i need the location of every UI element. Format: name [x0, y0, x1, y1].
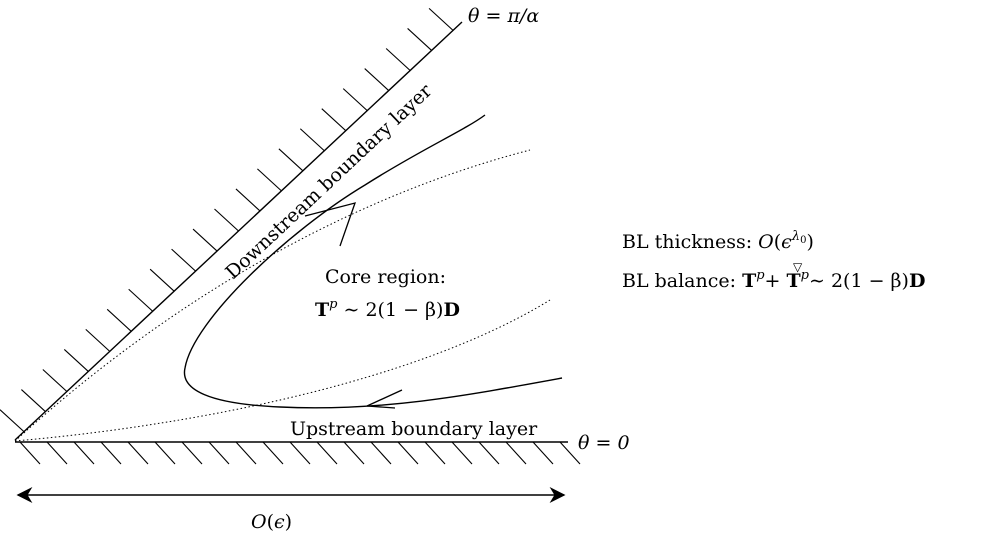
lower-hatch-line [100, 441, 122, 465]
lower-hatch-line [73, 441, 95, 465]
bl-balance: BL balance: Tp+ Tp∼ 2(1 − β)D [622, 268, 925, 292]
bl-thickness-eps: ϵ [781, 231, 792, 253]
core-region-title: Core region: [325, 266, 446, 288]
lower-hatch-line [154, 441, 176, 465]
lower-hatch-line [478, 441, 500, 465]
scale-open: ( [267, 511, 274, 533]
core-eq-T: T [315, 299, 329, 321]
bl-balance-T1: T [742, 270, 756, 292]
upper-hatch-line [149, 268, 175, 292]
lower-hatch-line [451, 441, 473, 465]
scale-eps: ϵ [274, 511, 285, 533]
upper-hatch-line [21, 389, 46, 412]
upper-hatch-line [106, 308, 132, 332]
upper-hatch-line [0, 409, 25, 433]
streamline-arrow-upper [304, 202, 357, 247]
upper-hatch-line [278, 148, 304, 172]
upper-hatch-line [342, 88, 368, 112]
upper-hatch-line [385, 48, 411, 71]
lower-hatch-line [181, 441, 203, 465]
lower-hatch-line [316, 441, 338, 465]
upper-hatch-line [42, 369, 68, 392]
lower-wall-hatching [19, 441, 581, 465]
upper-hatch-line [364, 68, 390, 91]
bl-thickness-sub: 0 [800, 235, 806, 246]
lower-hatch-line [46, 441, 68, 465]
bl-thickness-open: ( [774, 231, 781, 253]
upstream-layer-label: Upstream boundary layer [290, 418, 538, 440]
bl-balance-T2: T [787, 270, 801, 292]
theta-bottom-label: θ = 0 [578, 432, 630, 454]
upper-hatch-line [235, 188, 261, 212]
lower-hatch-line [19, 441, 41, 465]
lower-hatch-line [532, 441, 554, 465]
upper-hatch-line [321, 108, 347, 132]
lower-hatch-line [127, 441, 149, 465]
core-eq-D: D [443, 299, 459, 321]
lower-hatch-line [289, 441, 311, 465]
theta-top-label: θ = π/α [468, 5, 539, 27]
scale-O: O [251, 511, 267, 533]
core-region-equation: Tp ∼ 2(1 − β)D [315, 297, 460, 321]
bl-balance-prefix: BL balance: [622, 270, 742, 292]
bl-thickness-prefix: BL thickness: [622, 231, 758, 253]
bl-thickness-lambda: λ [791, 229, 800, 244]
upper-hatch-line [214, 208, 239, 232]
lower-hatch-line [208, 441, 230, 465]
scale-label: O(ϵ) [251, 511, 292, 533]
bl-balance-p2: p [801, 268, 810, 283]
upper-wall-hatching [0, 7, 454, 433]
bl-thickness-close: ) [806, 231, 813, 253]
upper-hatch-line [257, 168, 282, 192]
upper-hatch-line [171, 248, 196, 272]
streamline-arrow-lower [366, 389, 403, 409]
lower-hatch-line [397, 441, 419, 465]
lower-hatch-line [559, 441, 581, 465]
lower-hatch-line [370, 441, 392, 465]
downstream-layer-label: Downstream boundary layer [221, 79, 437, 283]
downstream-layer-edge [14, 149, 531, 442]
core-eq-p: p [329, 297, 338, 312]
upper-hatch-line [63, 349, 89, 372]
upper-hatch-line [85, 328, 111, 352]
upstream-layer-edge [14, 299, 551, 442]
bl-balance-rest: ∼ 2(1 − β) [809, 270, 909, 292]
upper-hatch-line [428, 7, 454, 31]
upper-hatch-line [192, 228, 218, 252]
bl-balance-p1: p [756, 268, 765, 283]
bl-thickness-O: O [758, 231, 774, 253]
lower-hatch-line [262, 441, 284, 465]
upper-hatch-line [128, 288, 154, 312]
upper-convected-symbol: ▽ [793, 260, 803, 274]
streamline [183, 114, 563, 409]
scale-close: ) [285, 511, 292, 533]
bl-thickness: BL thickness: O(ϵλ0) [622, 229, 814, 253]
lower-hatch-line [343, 441, 365, 465]
bl-balance-plus: + [765, 270, 787, 292]
lower-hatch-line [235, 441, 257, 465]
bl-balance-D: D [909, 270, 925, 292]
upper-hatch-line [407, 28, 432, 51]
upper-hatch-line [299, 128, 325, 152]
core-eq-rest: ∼ 2(1 − β) [337, 299, 443, 321]
lower-hatch-line [424, 441, 446, 465]
lower-hatch-line [505, 441, 527, 465]
